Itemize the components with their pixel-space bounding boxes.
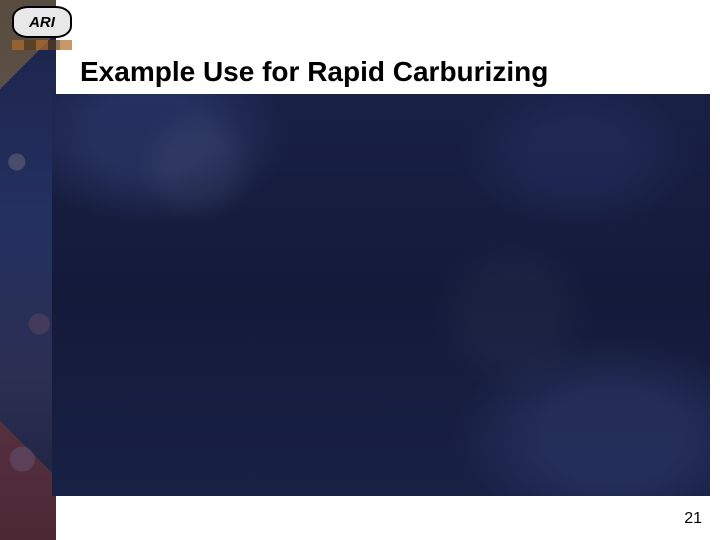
decorative-sidebar xyxy=(0,0,56,540)
logo-underline-texture xyxy=(12,40,72,50)
page-number: 21 xyxy=(684,510,702,528)
ari-logo-text: ARI xyxy=(29,14,55,31)
slide-content-area xyxy=(52,94,710,496)
presentation-slide: ARI Example Use for Rapid Carburizing 21 xyxy=(0,0,720,540)
slide-title: Example Use for Rapid Carburizing xyxy=(80,56,548,88)
ari-logo: ARI xyxy=(12,6,72,38)
